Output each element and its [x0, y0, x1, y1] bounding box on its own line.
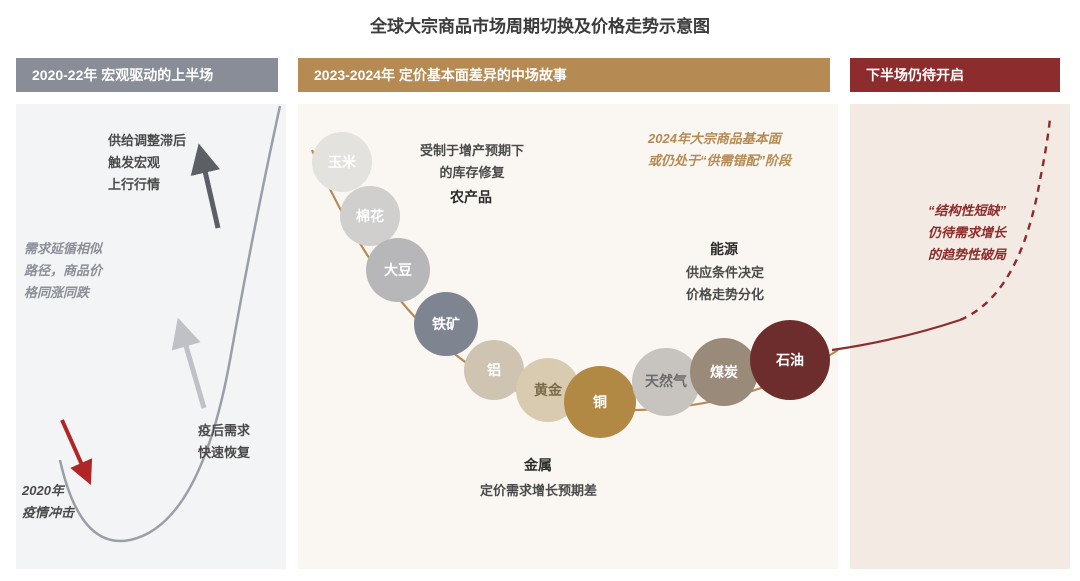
commodity-circle-3: 铁矿: [414, 292, 478, 356]
annotation-7: 能源: [710, 238, 738, 262]
annotation-8: 供应条件决定价格走势分化: [686, 262, 764, 306]
annotation-6: 2024年大宗商品基本面或仍处于“供需错配”阶段: [648, 128, 791, 172]
diagram-title: 全球大宗商品市场周期切换及价格走势示意图: [0, 12, 1080, 37]
commodity-circle-4: 铝: [464, 340, 524, 400]
phase-banner-0: 2020-22年 宏观驱动的上半场: [16, 58, 278, 92]
annotation-0: 供给调整滞后触发宏观上行行情: [108, 130, 186, 196]
annotation-2: 疫后需求快速恢复: [198, 420, 250, 464]
phase-banner-2: 下半场仍待开启: [850, 58, 1060, 92]
commodity-circle-9: 石油: [750, 320, 830, 400]
commodity-circle-8: 煤炭: [690, 338, 758, 406]
panel-2: [850, 104, 1070, 569]
annotation-4: 受制于增产预期下的库存修复: [420, 140, 524, 184]
commodity-circle-2: 大豆: [366, 238, 430, 302]
commodity-circle-6: 铜: [564, 366, 636, 438]
annotation-5: 农产品: [450, 186, 492, 210]
annotation-11: “结构性短缺”仍待需求增长的趋势性破局: [928, 200, 1006, 266]
commodity-circle-1: 棉花: [340, 186, 400, 246]
annotation-1: 需求延循相似路径，商品价格同涨同跌: [24, 238, 102, 304]
annotation-3: 2020年疫情冲击: [22, 480, 74, 524]
phase-banner-1: 2023-2024年 定价基本面差异的中场故事: [298, 58, 830, 92]
commodity-circle-0: 玉米: [312, 132, 372, 192]
commodity-circle-7: 天然气: [632, 348, 700, 416]
annotation-9: 金属: [524, 454, 552, 478]
annotation-10: 定价需求增长预期差: [480, 480, 597, 502]
